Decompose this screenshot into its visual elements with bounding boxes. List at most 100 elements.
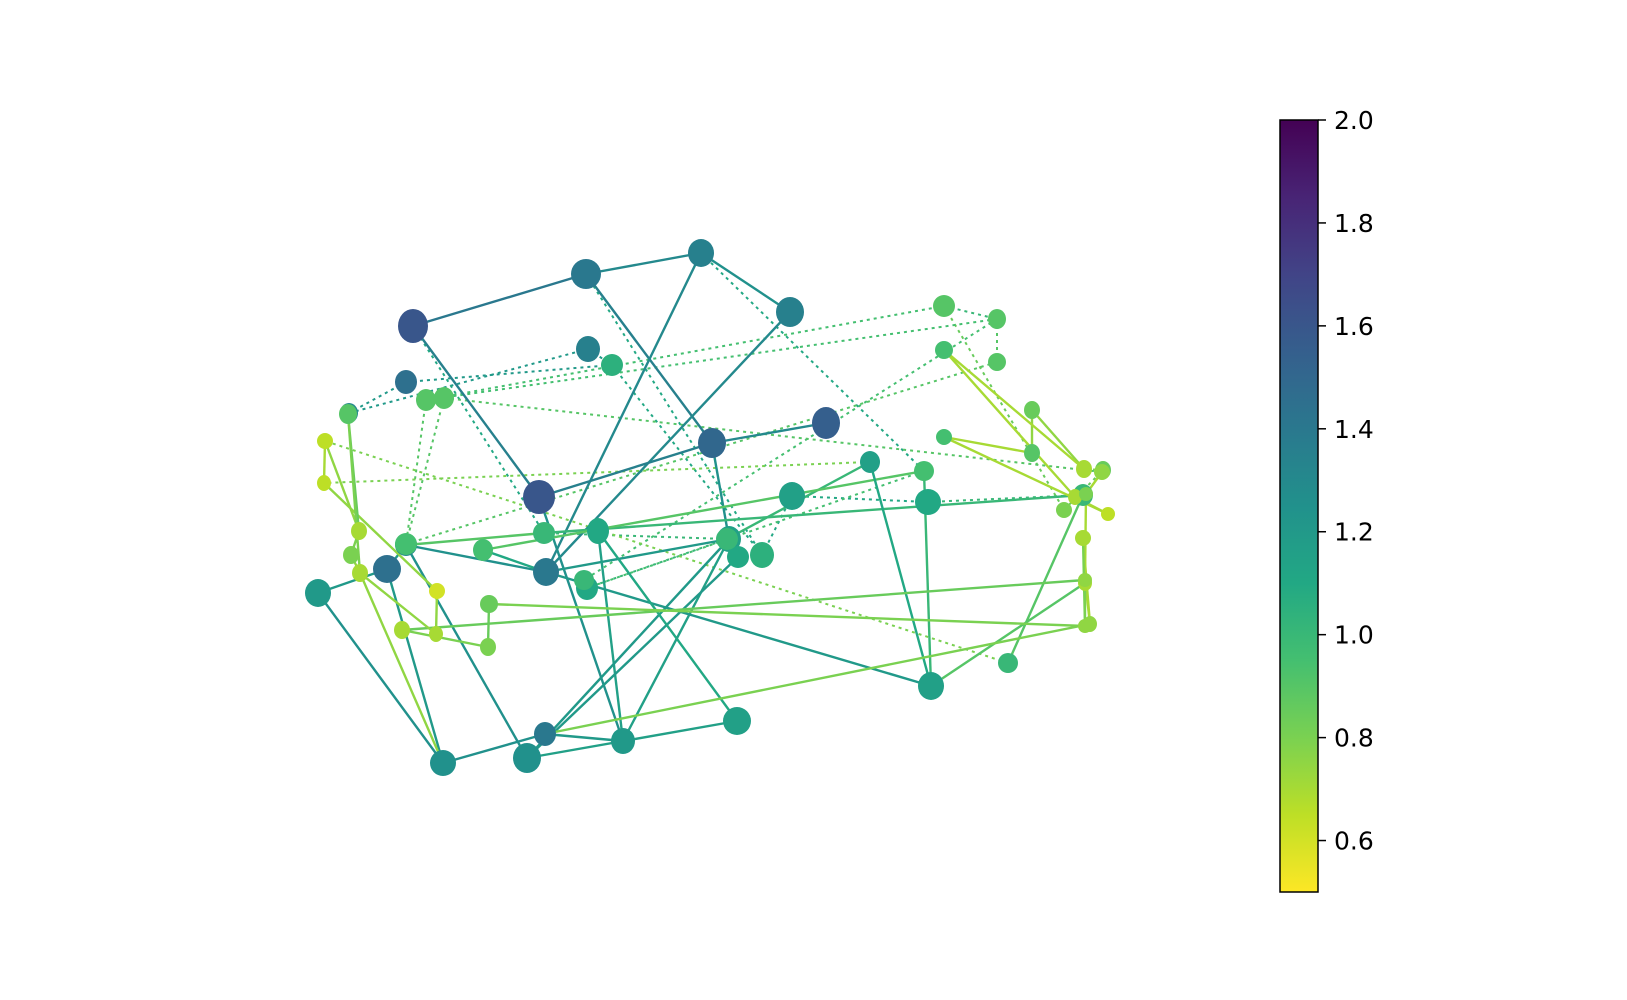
dashed-edge-8-17 — [348, 348, 589, 414]
node-3 — [776, 297, 804, 327]
node-15 — [533, 558, 559, 586]
edge-12-14 — [442, 732, 546, 765]
node-40 — [1024, 444, 1040, 462]
node-32 — [860, 451, 880, 473]
edge-15-11 — [405, 543, 547, 574]
edge-24-22 — [597, 530, 738, 722]
dashed-edge-56-57 — [405, 399, 427, 545]
dashed-edge-36-34 — [586, 470, 925, 589]
dashed-edge-55-52 — [443, 397, 1103, 473]
node-46 — [1056, 502, 1072, 518]
edge-38-42 — [943, 349, 1085, 470]
edge-2-3 — [700, 251, 791, 314]
node-48 — [1075, 530, 1091, 546]
node-59 — [343, 546, 359, 564]
node-57 — [395, 533, 417, 555]
edge-62-66 — [359, 572, 437, 635]
node-60 — [317, 475, 331, 491]
node-43 — [936, 429, 952, 445]
edge-11-30 — [405, 531, 545, 547]
node-56 — [416, 389, 436, 411]
node-23 — [779, 482, 805, 510]
colorbar-tick-label: 1.8 — [1334, 209, 1374, 238]
dashed-edge-56-28 — [425, 305, 945, 401]
node-67 — [480, 638, 496, 656]
node-68 — [480, 595, 498, 613]
edge-6-5 — [538, 441, 713, 499]
node-24 — [587, 518, 609, 544]
edge-53-63 — [401, 578, 1086, 632]
colorbar-tick-label: 1.0 — [1334, 621, 1374, 650]
node-12 — [430, 750, 456, 776]
edge-13-11 — [404, 544, 529, 759]
colorbar-tick-label: 0.8 — [1334, 724, 1374, 753]
node-38 — [1076, 460, 1092, 478]
nodes-layer — [305, 239, 1115, 776]
node-16 — [611, 728, 635, 754]
dashed-edge-28-46 — [943, 305, 1065, 511]
node-5 — [698, 428, 726, 458]
edge-16-18 — [621, 538, 731, 742]
node-36 — [914, 461, 934, 481]
colorbar-tick-label: 1.4 — [1334, 415, 1374, 444]
node-19 — [727, 546, 749, 568]
edge-37-36 — [482, 469, 925, 552]
edge-44-42 — [943, 349, 1076, 498]
node-33 — [998, 653, 1018, 673]
node-10 — [373, 555, 401, 583]
edge-19-13 — [526, 556, 739, 759]
node-1 — [571, 259, 601, 289]
dashed-edges-layer — [323, 252, 1104, 664]
edge-15-26 — [545, 570, 932, 688]
dashed-edge-29-35 — [583, 318, 998, 581]
node-4 — [812, 407, 840, 439]
dashed-edge-57-55 — [405, 397, 445, 545]
edge-61-58 — [323, 440, 361, 532]
node-51 — [1079, 487, 1093, 501]
node-20 — [601, 354, 623, 376]
edge-38-39 — [1031, 409, 1085, 470]
node-42 — [935, 341, 953, 359]
dashed-edge-20-21 — [611, 364, 763, 556]
dashed-edge-41-57 — [405, 361, 998, 545]
colorbar-tick-label: 2.0 — [1334, 106, 1374, 135]
node-21 — [750, 542, 774, 568]
node-39 — [1024, 401, 1040, 419]
node-62 — [352, 564, 368, 582]
edge-40-43 — [943, 435, 1033, 455]
node-63 — [394, 621, 410, 639]
edge-30-27 — [543, 493, 1084, 535]
edge-12-9 — [317, 592, 444, 764]
edge-16-14 — [544, 732, 624, 743]
node-66 — [429, 626, 443, 642]
dashed-edge-33-61 — [324, 440, 1009, 664]
node-64 — [339, 404, 357, 424]
dashed-edge-23-25 — [791, 495, 929, 503]
node-30 — [533, 522, 555, 544]
dashed-edge-32-60 — [323, 461, 871, 484]
node-14 — [534, 722, 556, 746]
edge-12-62 — [358, 572, 445, 764]
edge-5-18 — [710, 442, 731, 540]
node-7 — [395, 370, 417, 394]
edge-0-1 — [412, 272, 587, 328]
node-9 — [305, 579, 331, 607]
node-2 — [688, 239, 714, 267]
colorbar-tick-label: 1.6 — [1334, 312, 1374, 341]
node-25 — [915, 489, 941, 515]
dashed-edge-2-36 — [700, 252, 925, 472]
solid-edges-layer — [317, 251, 1109, 765]
colorbar-ticks: 0.6 0.8 1.0 1.2 1.4 1.6 1.8 2.0 — [1318, 106, 1374, 856]
edge-63-67 — [401, 628, 489, 649]
edge-65-60 — [323, 482, 438, 592]
node-13 — [513, 743, 541, 773]
dashed-edge-29-56 — [425, 318, 998, 401]
edge-3-15 — [545, 311, 791, 573]
edge-26-49 — [930, 582, 1086, 687]
node-45 — [1101, 507, 1115, 521]
edge-64-62 — [346, 413, 362, 574]
node-53 — [1078, 573, 1092, 587]
node-26 — [918, 672, 944, 700]
dashed-edge-31-30 — [543, 532, 728, 540]
